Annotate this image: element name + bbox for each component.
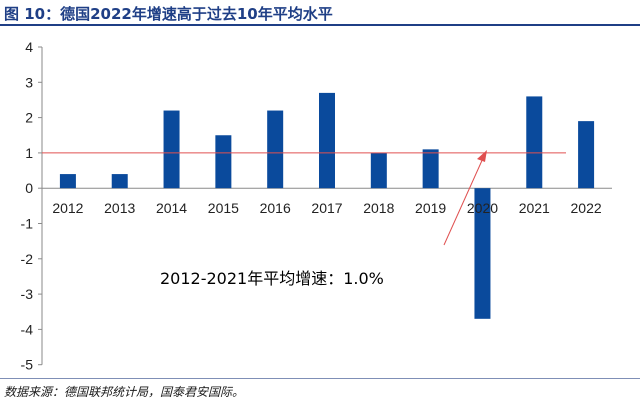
y-tick-label: 2	[25, 110, 33, 126]
x-tick-labels: 2012 2013 2014 2015 2016 2017 2018 2019 2020 2021…	[52, 200, 602, 216]
x-tick-label: 2018	[363, 200, 394, 216]
bar-2019	[422, 149, 439, 189]
bar-2015	[215, 135, 232, 189]
bar-2022	[578, 121, 595, 189]
y-tick-label: 4	[25, 39, 33, 55]
figure-title: 图 10：德国2022年增速高于过去10年平均水平	[4, 5, 333, 23]
y-tick-label: -5	[21, 357, 34, 373]
x-tick-label: 2021	[519, 200, 550, 216]
bar-2012	[59, 174, 76, 189]
x-tick-label: 2019	[415, 200, 446, 216]
average-annotation: 2012-2021年平均增速：1.0%	[160, 269, 384, 288]
bar-2018	[370, 152, 387, 189]
bars	[59, 92, 595, 319]
y-tick-label: -4	[21, 321, 34, 337]
bar-2016	[267, 110, 284, 189]
x-tick-label: 2015	[208, 200, 239, 216]
annotation-arrow	[443, 155, 485, 246]
figure-title-bar: 图 10：德国2022年增速高于过去10年平均水平	[0, 0, 640, 26]
x-tick-label: 2022	[571, 200, 602, 216]
annotation-group: 2012-2021年平均增速：1.0%	[160, 150, 487, 288]
bar-2021	[526, 96, 543, 189]
bar-2017	[319, 92, 335, 189]
source-note: 数据来源：德国联邦统计局，国泰君安国际。	[4, 385, 245, 399]
y-tick-label: 3	[25, 74, 33, 90]
bar-2020	[474, 188, 491, 319]
x-tick-label: 2017	[311, 200, 342, 216]
x-tick-label: 2013	[104, 200, 135, 216]
x-tick-label: 2012	[52, 200, 83, 216]
bar-2013	[111, 174, 128, 189]
annotation-arrowhead	[477, 150, 487, 162]
source-bar: 数据来源：德国联邦统计局，国泰君安国际。	[0, 378, 640, 402]
bar-2014	[163, 110, 180, 189]
y-tick-label: 1	[25, 145, 33, 161]
y-tick-label: -1	[21, 216, 34, 232]
x-tick-label: 2020	[467, 200, 498, 216]
y-tick-label: 0	[25, 180, 33, 196]
bar-chart: 4 3 2 1 0 -1 -2 -3 -4 -5 2012 2013 2014 2015 2016 2017…	[21, 39, 612, 373]
y-tick-label: -2	[21, 251, 34, 267]
y-tick-label: -3	[21, 286, 34, 302]
x-tick-label: 2014	[156, 200, 187, 216]
x-tick-label: 2016	[260, 200, 291, 216]
